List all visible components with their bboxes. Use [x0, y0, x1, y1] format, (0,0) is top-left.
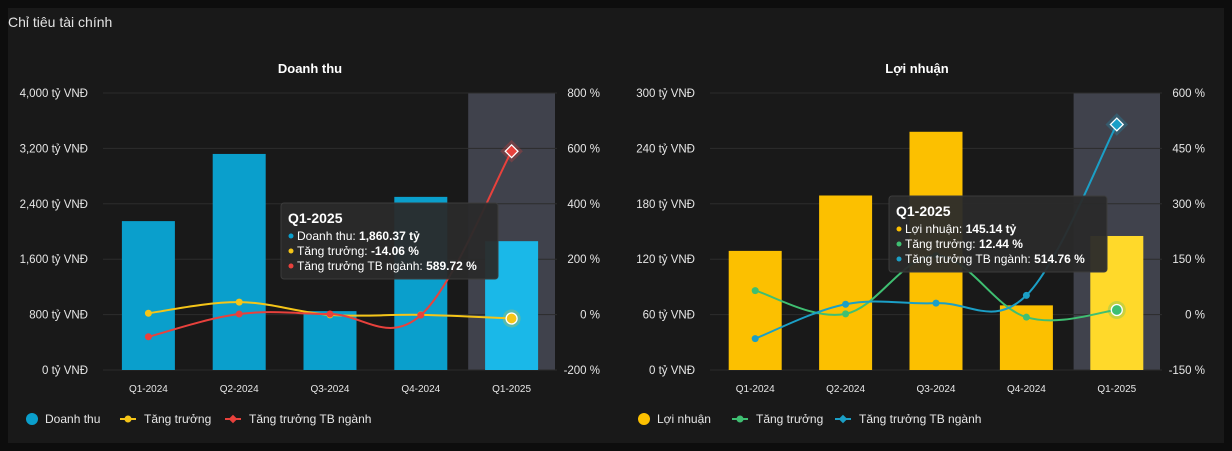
legend-item-1[interactable]: Doanh thu	[26, 412, 100, 426]
y-left-tick: 60 tỷ VNĐ	[643, 310, 695, 322]
y-left-tick: 240 tỷ VNĐ	[636, 143, 695, 155]
legend-marker-dot	[736, 415, 744, 423]
y-left-tick: 0 tỷ VNĐ	[42, 365, 88, 377]
line-point[interactable]	[751, 335, 759, 343]
y-left-tick: 4,000 tỷ VNĐ	[20, 88, 88, 100]
tooltip-row: Tăng trưởng TB ngành: 589.72 %	[297, 259, 477, 273]
line-point[interactable]	[326, 310, 334, 318]
legend-label: Doanh thu	[45, 412, 100, 426]
page-title: Chỉ tiêu tài chính	[8, 14, 113, 30]
y-left-tick: 2,400 tỷ VNĐ	[20, 199, 88, 211]
tooltip-row: Doanh thu: 1,860.37 tỷ	[297, 229, 420, 243]
x-tick-q2-2024: Q2-2024	[220, 384, 259, 395]
y-right-tick: 800 %	[567, 88, 600, 100]
y-left-tick: 1,600 tỷ VNĐ	[20, 254, 88, 266]
chart-1: Doanh thu 0 tỷ VNĐ 800 tỷ VNĐ 1,600 tỷ VNĐ 2…	[20, 61, 600, 426]
x-tick-q1-2025: Q1-2025	[1097, 384, 1136, 395]
chart-2: Lợi nhuận 0 tỷ VNĐ 60 tỷ VNĐ 120 tỷ VNĐ 180 …	[636, 61, 1205, 426]
line-point[interactable]	[504, 143, 519, 159]
legend-item-3[interactable]: Tăng trưởng TB ngành	[225, 412, 371, 426]
line-point[interactable]	[235, 310, 243, 318]
line-point[interactable]	[1022, 291, 1030, 299]
legend-marker-dot	[838, 414, 848, 424]
tooltip-box	[888, 195, 1108, 273]
legend-item-3[interactable]: Tăng trưởng TB ngành	[835, 412, 981, 426]
y-right-tick: 600 %	[1172, 88, 1205, 100]
line-point[interactable]	[235, 298, 243, 306]
y-left-tick: 3,200 tỷ VNĐ	[20, 143, 88, 155]
y-right-tick: -200 %	[564, 365, 600, 377]
line-point[interactable]	[751, 287, 759, 295]
line-point[interactable]	[1109, 117, 1125, 132]
tooltip-title: Q1-2025	[896, 203, 951, 219]
bar-q1-2024[interactable]	[728, 250, 782, 370]
legend-marker-dot	[124, 415, 132, 423]
legend-label: Tăng trưởng TB ngành	[249, 412, 371, 426]
y-right-tick: 0 %	[1185, 310, 1205, 322]
y-left-tick: 300 tỷ VNĐ	[636, 88, 695, 100]
x-tick-q3-2024: Q3-2024	[917, 384, 956, 395]
tooltip-marker	[896, 226, 902, 232]
tooltip-row: Tăng trưởng: -14.06 %	[297, 244, 419, 258]
y-right-tick: 400 %	[567, 199, 600, 211]
x-tick-q1-2024: Q1-2024	[129, 384, 168, 395]
y-left-tick: 180 tỷ VNĐ	[636, 199, 695, 211]
y-right-tick: 150 %	[1172, 254, 1205, 266]
legend-item-2[interactable]: Tăng trưởng	[120, 412, 211, 426]
bar-q2-2024[interactable]	[212, 153, 266, 370]
legend-label: Tăng trưởng TB ngành	[859, 412, 981, 426]
y-right-tick: 450 %	[1172, 143, 1205, 155]
y-left-tick: 800 tỷ VNĐ	[29, 310, 88, 322]
x-tick-q2-2024: Q2-2024	[826, 384, 865, 395]
tooltip-marker	[288, 248, 294, 254]
y-right-tick: 600 %	[567, 143, 600, 155]
tooltip-marker	[288, 233, 294, 239]
legend-marker	[638, 413, 650, 425]
legend-item-2[interactable]: Tăng trưởng	[732, 412, 823, 426]
line-point[interactable]	[1110, 303, 1123, 317]
legend-item-1[interactable]: Lợi nhuận	[638, 412, 711, 426]
line-point[interactable]	[842, 310, 850, 318]
chart-title: Lợi nhuận	[885, 61, 948, 76]
line-point[interactable]	[1022, 313, 1030, 321]
y-right-tick: -150 %	[1169, 365, 1205, 377]
x-tick-q4-2024: Q4-2024	[401, 384, 440, 395]
bar-q3-2024[interactable]	[303, 311, 357, 370]
legend-marker-dot	[228, 414, 238, 424]
x-tick-q1-2025: Q1-2025	[492, 384, 531, 395]
tooltip-marker	[896, 241, 902, 247]
x-tick-q3-2024: Q3-2024	[311, 384, 350, 395]
x-tick-q1-2024: Q1-2024	[736, 384, 775, 395]
line-point[interactable]	[144, 333, 152, 341]
chart-title: Doanh thu	[278, 61, 342, 76]
legend-label: Tăng trưởng	[756, 412, 823, 426]
y-right-tick: 0 %	[580, 310, 600, 322]
bar-q2-2024[interactable]	[819, 195, 873, 370]
tooltip-row: Tăng trưởng: 12.44 %	[905, 237, 1023, 251]
y-right-tick: 200 %	[567, 254, 600, 266]
tooltip-marker	[896, 256, 902, 262]
legend-marker	[26, 413, 38, 425]
line-point[interactable]	[144, 309, 152, 317]
x-tick-q4-2024: Q4-2024	[1007, 384, 1046, 395]
tooltip-row: Tăng trưởng TB ngành: 514.76 %	[905, 252, 1085, 266]
tooltip-title: Q1-2025	[288, 210, 343, 226]
legend-label: Tăng trưởng	[144, 412, 211, 426]
y-right-tick: 300 %	[1172, 199, 1205, 211]
y-left-tick: 120 tỷ VNĐ	[636, 254, 695, 266]
bar-q1-2024[interactable]	[121, 221, 175, 370]
line-point[interactable]	[842, 300, 850, 308]
line-point[interactable]	[417, 311, 425, 319]
tooltip-marker	[288, 263, 294, 269]
y-left-tick: 0 tỷ VNĐ	[649, 365, 695, 377]
line-point[interactable]	[505, 312, 518, 325]
line-point[interactable]	[932, 299, 940, 307]
tooltip-box	[280, 202, 499, 280]
tooltip-row: Lợi nhuận: 145.14 tỷ	[905, 222, 1017, 236]
legend-label: Lợi nhuận	[657, 412, 711, 426]
